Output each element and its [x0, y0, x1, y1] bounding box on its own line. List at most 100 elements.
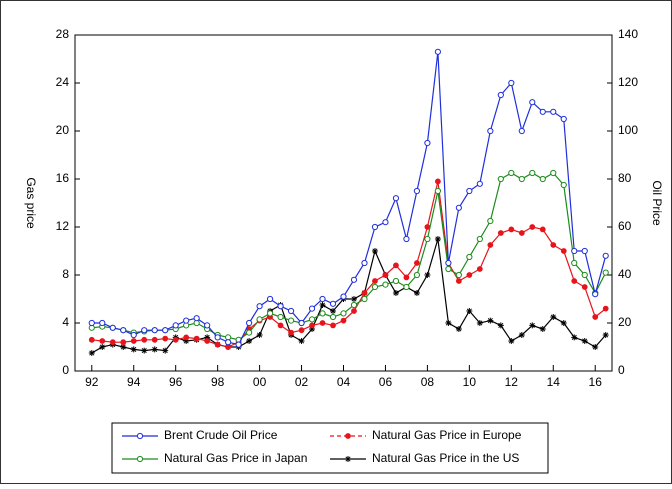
- x-tick-label: 94: [127, 375, 141, 389]
- marker: [550, 314, 557, 320]
- marker: [497, 230, 504, 236]
- marker: [571, 278, 578, 284]
- marker: [508, 79, 515, 87]
- marker: [120, 344, 127, 350]
- marker: [350, 296, 357, 302]
- legend-marker: [136, 432, 144, 440]
- y-tick-label: 24: [56, 75, 70, 89]
- marker: [372, 278, 378, 284]
- legend-marker: [136, 455, 144, 463]
- marker: [235, 341, 242, 348]
- marker: [371, 248, 378, 254]
- marker: [204, 322, 211, 329]
- marker: [560, 115, 567, 123]
- marker: [518, 175, 525, 183]
- x-tick-label: 04: [337, 375, 351, 389]
- marker: [466, 253, 473, 261]
- marker: [539, 326, 546, 332]
- marker: [225, 339, 232, 346]
- marker: [592, 344, 599, 350]
- marker: [308, 305, 316, 312]
- marker: [487, 242, 494, 248]
- marker: [445, 265, 452, 273]
- marker: [434, 236, 441, 242]
- x-tick-label: 08: [421, 375, 435, 389]
- marker: [256, 303, 263, 310]
- marker: [340, 317, 347, 324]
- marker: [497, 175, 504, 183]
- y2-tick-label: 60: [618, 219, 632, 233]
- marker: [602, 269, 609, 276]
- marker: [455, 271, 462, 279]
- x-tick-label: 14: [547, 375, 561, 389]
- marker: [287, 307, 295, 315]
- marker: [497, 322, 504, 329]
- marker: [298, 327, 305, 334]
- marker: [592, 291, 599, 298]
- y2-tick-label: 20: [618, 315, 632, 329]
- marker: [340, 293, 347, 300]
- marker: [529, 169, 536, 177]
- marker: [330, 308, 337, 314]
- marker: [602, 252, 609, 259]
- marker: [246, 319, 253, 327]
- marker: [508, 169, 515, 177]
- marker: [550, 108, 557, 115]
- x-tick-label: 16: [589, 375, 603, 389]
- y2-tick-label: 100: [618, 123, 638, 137]
- marker: [382, 219, 389, 226]
- marker: [529, 322, 536, 329]
- marker: [141, 327, 148, 334]
- marker: [183, 334, 190, 341]
- marker: [130, 346, 137, 353]
- marker: [466, 272, 473, 278]
- marker: [602, 332, 609, 338]
- legend-label: Brent Crude Oil Price: [164, 428, 278, 442]
- marker: [424, 235, 431, 243]
- y-tick-label: 8: [62, 267, 69, 281]
- marker: [329, 313, 337, 321]
- marker: [288, 329, 294, 336]
- marker: [256, 316, 263, 323]
- marker: [88, 336, 95, 343]
- marker: [581, 338, 588, 344]
- marker: [539, 108, 546, 115]
- marker: [529, 224, 536, 230]
- marker: [309, 326, 316, 332]
- marker: [183, 338, 190, 344]
- marker: [130, 331, 137, 339]
- marker: [455, 326, 462, 332]
- x-tick-label: 00: [253, 375, 267, 389]
- marker: [330, 322, 336, 329]
- marker: [308, 316, 316, 323]
- y-tick-label: 16: [56, 171, 70, 185]
- marker: [518, 230, 525, 236]
- marker: [497, 91, 504, 99]
- marker: [277, 303, 284, 310]
- marker: [413, 187, 421, 195]
- marker: [340, 310, 347, 317]
- marker: [214, 341, 221, 348]
- marker: [162, 327, 169, 334]
- marker: [508, 338, 515, 344]
- marker: [298, 319, 305, 327]
- marker: [319, 295, 326, 303]
- marker: [214, 334, 221, 341]
- marker: [487, 127, 494, 135]
- marker: [403, 274, 410, 281]
- marker: [424, 139, 431, 147]
- marker: [266, 295, 274, 303]
- marker: [392, 195, 400, 202]
- marker: [141, 347, 148, 354]
- marker: [120, 339, 127, 346]
- marker: [151, 336, 158, 343]
- marker: [371, 283, 379, 291]
- x-tick-label: 06: [379, 375, 393, 389]
- marker: [403, 235, 410, 243]
- marker: [476, 180, 483, 187]
- marker: [413, 290, 420, 296]
- x-tick-label: 12: [505, 375, 519, 389]
- marker: [445, 320, 452, 326]
- marker: [434, 178, 441, 185]
